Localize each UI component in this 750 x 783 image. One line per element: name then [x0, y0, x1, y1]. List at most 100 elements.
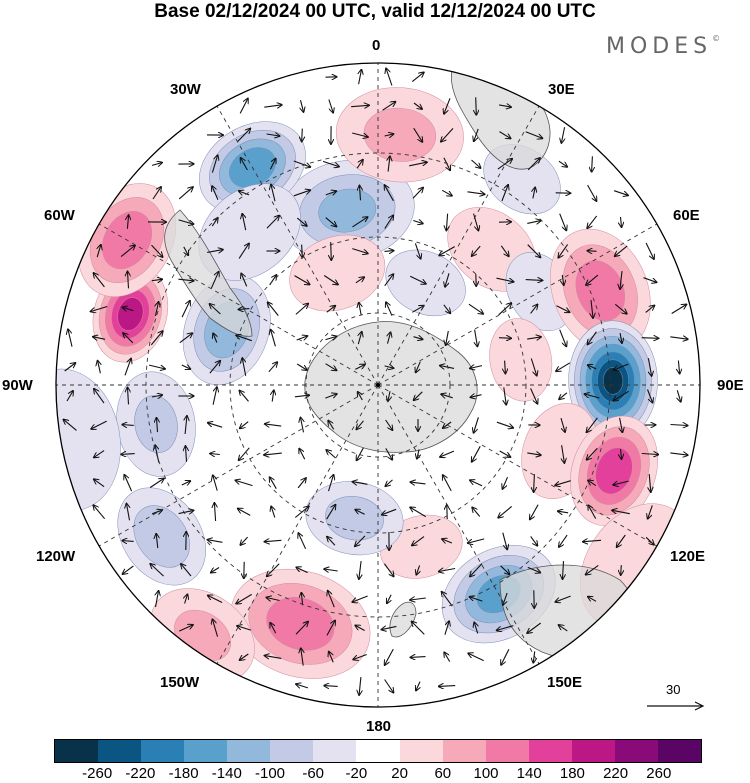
wind-vector — [409, 162, 427, 167]
wind-vector — [238, 509, 251, 516]
wind-vector — [444, 98, 451, 113]
wind-vector — [328, 99, 333, 113]
wind-vector — [440, 450, 455, 457]
wind-vector — [678, 360, 679, 374]
wind-vector — [527, 566, 540, 572]
colorbar-swatch — [270, 740, 314, 762]
vector-reference-value: 30 — [666, 682, 681, 697]
wind-vector — [124, 359, 131, 376]
wind-vector — [242, 214, 245, 231]
wind-vector — [471, 159, 481, 168]
wind-vector — [355, 510, 365, 515]
wind-vector — [441, 189, 452, 195]
wind-vector — [322, 160, 339, 166]
wind-vector — [328, 591, 335, 608]
wind-vector — [559, 329, 567, 347]
wind-vector — [237, 129, 250, 142]
wind-vector — [294, 395, 309, 397]
wind-vector — [181, 365, 190, 369]
wind-vector — [472, 446, 481, 461]
anomaly-center — [279, 159, 415, 262]
wind-vector — [323, 275, 338, 285]
wind-vector — [556, 305, 570, 312]
wind-vector — [561, 127, 564, 143]
wind-vector — [562, 274, 563, 285]
wind-vector — [439, 246, 455, 256]
wind-vector — [588, 331, 597, 345]
wind-vector — [211, 155, 217, 173]
wind-vector — [238, 244, 249, 259]
wind-vector — [213, 619, 219, 637]
colorbar-tick-label: -20 — [345, 765, 368, 782]
wind-vector — [500, 245, 508, 256]
wind-vector — [527, 158, 540, 171]
vector-reference: 30 — [646, 682, 706, 712]
wind-vector — [91, 420, 107, 429]
wind-vector — [356, 160, 363, 169]
wind-vector — [128, 272, 129, 289]
meridian-line — [377, 220, 663, 386]
wind-vector — [588, 365, 597, 369]
wind-vector — [385, 419, 393, 430]
wind-vector — [359, 303, 361, 316]
wind-vector — [264, 105, 281, 107]
wind-vector — [151, 163, 162, 166]
wind-vector — [417, 449, 419, 458]
lon-label-60e: 60E — [673, 207, 700, 224]
colorbar-swatch — [442, 740, 486, 762]
wind-vector — [474, 623, 477, 634]
wind-vector — [386, 479, 393, 486]
wind-vector — [386, 69, 393, 86]
wind-vector — [533, 188, 535, 199]
wind-vector — [416, 565, 419, 574]
wind-vector — [242, 358, 247, 376]
wind-vector — [239, 447, 250, 460]
wind-vector — [240, 536, 249, 545]
wind-vector — [186, 446, 187, 462]
wind-vector — [240, 653, 249, 660]
brand-name: MODES — [606, 34, 713, 59]
wind-vector — [178, 510, 194, 513]
wind-vector — [441, 394, 453, 398]
graticule — [56, 63, 700, 707]
wind-vector — [358, 392, 363, 401]
wind-vector — [612, 510, 630, 515]
wind-vector — [295, 622, 308, 635]
wind-vector — [98, 361, 101, 374]
wind-vector — [648, 505, 653, 518]
wind-vector — [563, 561, 564, 579]
wind-vector — [185, 416, 187, 435]
wind-vector — [68, 329, 73, 347]
wind-vector — [272, 390, 274, 402]
lon-label-150w: 150W — [160, 674, 200, 691]
wind-vector — [613, 480, 629, 485]
wind-vector — [498, 505, 513, 517]
wind-vector — [470, 366, 483, 369]
wind-vector — [473, 213, 479, 231]
wind-vector — [385, 185, 394, 202]
colorbar-tick-label: -140 — [211, 765, 242, 782]
wind-vector — [214, 503, 215, 522]
wind-vector — [213, 334, 217, 343]
wind-vector — [530, 388, 538, 403]
wind-vector — [500, 565, 510, 574]
wind-vector — [527, 622, 542, 633]
wind-vector — [151, 244, 163, 257]
wind-vector — [151, 279, 162, 280]
wind-vector — [359, 561, 361, 579]
lon-label-180: 180 — [366, 718, 392, 735]
wind-vector — [155, 445, 160, 463]
wind-vector — [645, 306, 655, 313]
wind-vector — [325, 363, 337, 371]
wind-vector — [271, 330, 276, 347]
colorbar-tick-label: -180 — [168, 765, 199, 782]
wind-vector — [558, 244, 569, 257]
wind-vector — [236, 593, 252, 603]
wind-vector — [122, 425, 134, 426]
copyright-mark: © — [712, 34, 721, 43]
wind-vector — [239, 309, 250, 310]
colorbar-tick-label: -100 — [254, 765, 286, 782]
wind-vector — [241, 274, 248, 287]
wind-vector — [443, 421, 452, 428]
wind-vector — [439, 569, 456, 572]
